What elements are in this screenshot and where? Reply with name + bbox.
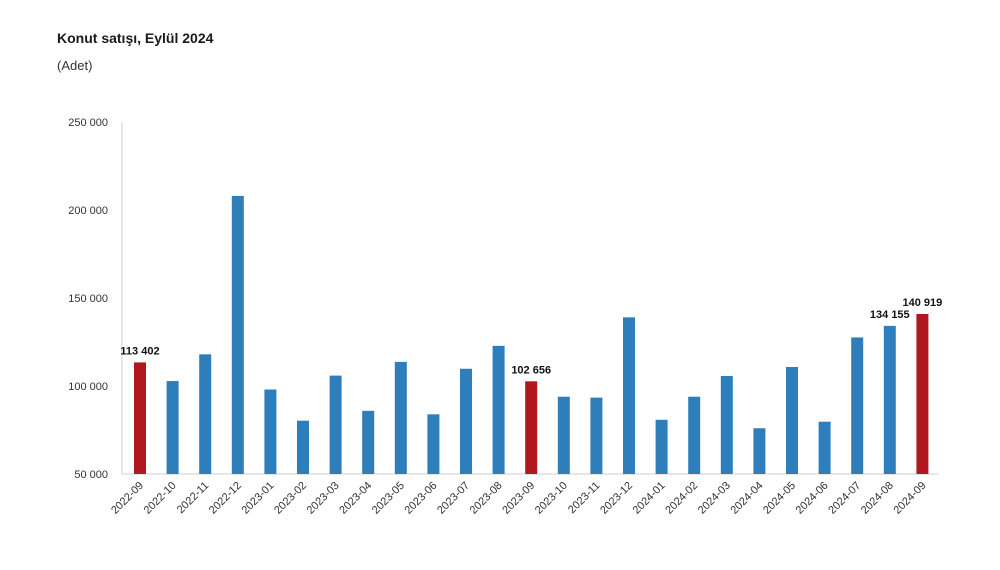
bar-2022-10 [166,381,179,474]
bar-2023-11 [590,397,603,474]
x-tick-label: 2024-05 [761,480,798,517]
bar-2023-05 [394,361,407,474]
bar-2022-09 [134,362,146,474]
y-tick-label: 200 000 [68,205,108,217]
x-tick-label: 2023-02 [272,480,309,517]
y-tick-label: 50 000 [74,469,108,481]
bar-2024-04 [753,428,766,474]
x-tick-label: 2022-11 [175,480,211,516]
bar-2023-02 [297,420,309,474]
bar-2022-12 [231,195,244,475]
y-tick-label: 100 000 [68,381,108,393]
y-tick-label: 150 000 [68,293,108,305]
chart-subtitle: (Adet) [57,58,93,73]
bar-2023-10 [557,396,570,474]
y-tick-label: 250 000 [68,117,108,129]
bar-2023-09 [525,381,538,474]
bar-2024-03 [720,375,733,474]
x-tick-label: 2023-01 [239,480,276,517]
x-tick-label: 2024-09 [891,480,928,517]
x-tick-label: 2024-04 [728,480,765,517]
x-tick-label: 2023-06 [402,480,439,517]
x-tick-label: 2023-10 [533,480,570,517]
bar-2023-01 [264,389,277,474]
x-tick-label: 2022-09 [109,480,146,517]
x-tick-label: 2024-03 [696,480,733,517]
x-tick-label: 2024-08 [859,480,896,517]
x-tick-label: 2022-10 [142,480,179,517]
bar-2023-03 [329,375,342,474]
bar-2023-08 [492,345,505,474]
bar-2023-07 [460,368,472,474]
bar-2024-02 [688,396,701,474]
bar-2022-11 [199,354,212,474]
bar-2024-07 [851,337,864,474]
x-tick-label: 2023-03 [305,480,342,517]
x-tick-label: 2024-02 [663,480,700,517]
bar-2023-12 [623,317,635,474]
bar-2024-08 [883,325,896,474]
bar-2024-05 [786,366,798,474]
bar-2023-06 [427,414,440,474]
x-tick-label: 2023-09 [500,480,537,517]
x-tick-label: 2023-12 [598,480,635,517]
x-tick-label: 2024-01 [631,480,668,517]
x-tick-label: 2024-06 [794,480,831,517]
data-label-2022-09: 113 402 [120,345,159,357]
x-tick-label: 2023-07 [435,480,472,517]
x-tick-label: 2023-08 [468,480,505,517]
x-tick-label: 2023-05 [370,480,407,517]
data-label-2024-09: 140 919 [903,297,943,309]
x-tick-label: 2023-04 [337,480,374,517]
data-label-2024-08: 134 155 [870,309,910,321]
x-tick-label: 2024-07 [826,480,863,517]
bar-2024-09 [916,313,929,474]
x-tick-label: 2022-12 [207,480,244,517]
bar-2024-06 [818,421,831,474]
x-tick-label: 2023-11 [566,480,602,516]
bar-2023-04 [362,410,375,474]
data-label-2023-09: 102 656 [511,364,551,376]
bar-2024-01 [655,419,668,474]
chart-title: Konut satışı, Eylül 2024 [57,30,214,46]
